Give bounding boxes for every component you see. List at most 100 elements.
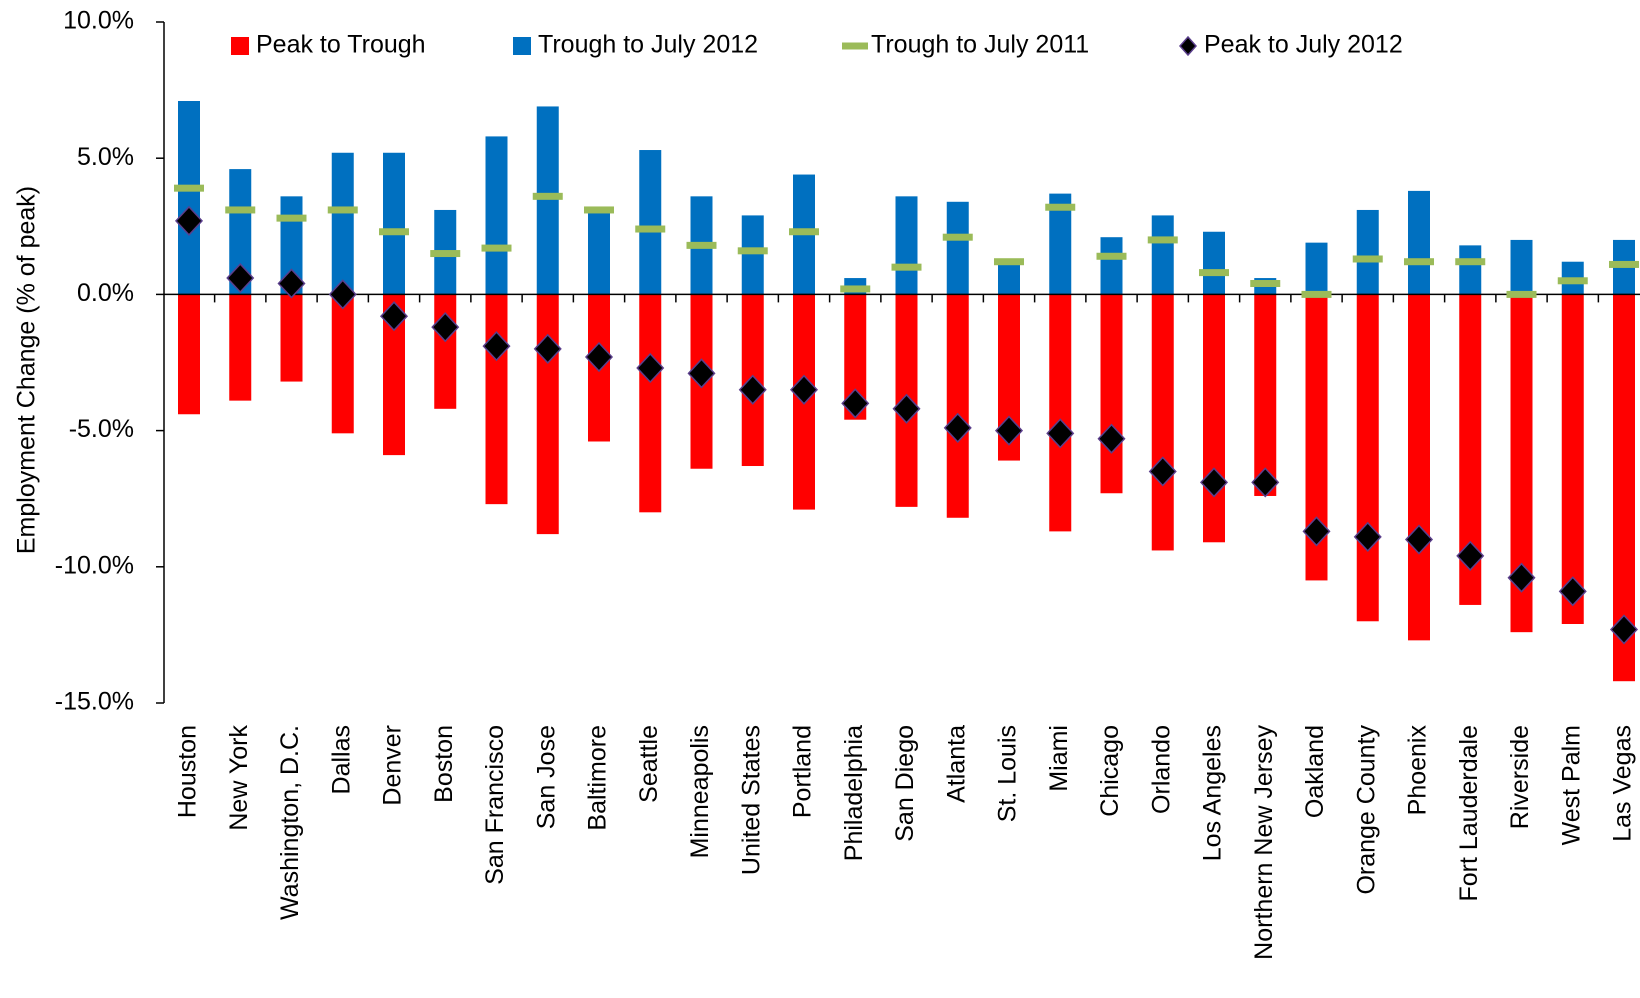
diamond-marker — [841, 388, 870, 419]
y-tick-label: -15.0% — [55, 688, 134, 716]
y-tick-label: 10.0% — [63, 7, 134, 35]
x-tick-label: Las Vegas — [1609, 725, 1637, 842]
x-tick-label: St. Louis — [994, 725, 1022, 822]
dash-marker — [1301, 290, 1332, 298]
diamond-marker — [1302, 516, 1331, 547]
bar — [1408, 294, 1430, 641]
dash-marker — [840, 285, 871, 293]
legend-label: Trough to July 2011 — [871, 31, 1089, 59]
dash-marker — [737, 247, 768, 255]
x-tick-label: Chicago — [1096, 725, 1124, 817]
x-tick-label: Washington, D.C. — [276, 725, 304, 920]
bar — [331, 152, 354, 295]
dash-marker — [584, 206, 614, 214]
diamond-marker — [1046, 418, 1075, 449]
diamond-marker — [482, 331, 511, 362]
dash-marker — [891, 263, 922, 271]
y-axis-label: Employment Change (% of peak) — [13, 186, 41, 554]
dash-marker — [1147, 236, 1178, 244]
diamond-marker — [1507, 562, 1536, 593]
bar — [1254, 294, 1277, 496]
diamond-marker — [636, 352, 665, 384]
diamond-marker — [1199, 467, 1229, 498]
bar — [1049, 294, 1072, 532]
x-tick-label: Dallas — [327, 725, 355, 794]
bar — [1305, 294, 1328, 581]
bar — [946, 201, 969, 295]
y-tick-label: -10.0% — [55, 551, 134, 579]
diamond-marker — [789, 374, 819, 405]
bar — [1203, 294, 1225, 543]
bar — [434, 294, 457, 409]
diamond-marker — [1148, 456, 1177, 487]
x-tick-label: Northern New Jersey — [1250, 725, 1278, 960]
legend-label: Peak to Trough — [256, 31, 426, 59]
dash-marker — [481, 244, 512, 252]
bar — [998, 261, 1020, 295]
x-tick-label: West Palm — [1557, 725, 1585, 845]
dash-marker — [635, 225, 666, 233]
x-tick-label: Oakland — [1301, 725, 1329, 818]
bar — [1356, 294, 1379, 622]
bar — [485, 294, 508, 505]
dash-marker — [1250, 280, 1281, 288]
x-tick-label: Houston — [174, 725, 202, 818]
diamond-marker — [533, 333, 562, 364]
x-tick-label: Portland — [789, 725, 817, 818]
diamond-marker — [994, 415, 1024, 446]
bar — [229, 169, 252, 295]
bar — [536, 106, 559, 295]
bar — [1100, 294, 1123, 494]
x-tick-label: Boston — [430, 725, 458, 803]
bar — [998, 294, 1020, 461]
dash-marker — [532, 192, 563, 200]
bar — [588, 207, 610, 295]
dash-marker — [327, 206, 358, 214]
y-tick-label: 5.0% — [77, 143, 134, 171]
dash-marker — [1404, 258, 1434, 266]
x-tick-label: Atlanta — [942, 725, 970, 803]
bar — [331, 294, 354, 434]
x-tick-label: San Francisco — [481, 725, 509, 885]
diamond-marker — [687, 358, 716, 389]
bar — [280, 294, 303, 382]
bar — [895, 196, 918, 295]
diamond-marker — [1404, 524, 1434, 555]
x-tick-label: Minneapolis — [686, 725, 714, 858]
bar — [485, 136, 508, 295]
legend-label: Trough to July 2012 — [538, 31, 758, 59]
x-tick-label: San Diego — [891, 725, 919, 842]
dash-marker — [942, 233, 973, 241]
legend-swatch — [842, 42, 868, 50]
y-tick-label: 0.0% — [77, 279, 134, 307]
bar — [1613, 294, 1635, 682]
dash-marker — [994, 258, 1024, 266]
diamond-marker — [226, 262, 255, 294]
diamond-marker — [1097, 423, 1126, 454]
bar — [229, 294, 252, 401]
x-tick-label: New York — [225, 725, 253, 831]
dash-marker — [225, 206, 256, 214]
x-tick-label: Seattle — [635, 725, 663, 803]
bar — [536, 294, 559, 535]
diamond-marker — [431, 311, 460, 343]
dash-marker — [1609, 260, 1639, 268]
diamond-marker — [1558, 576, 1587, 607]
diamond-marker — [584, 341, 614, 373]
legend-swatch — [231, 37, 249, 55]
dash-marker — [174, 184, 204, 192]
bar — [1459, 294, 1482, 605]
diamond-marker — [943, 412, 972, 443]
legend-swatch — [1178, 35, 1198, 57]
dash-marker — [1557, 277, 1588, 285]
bar — [1151, 294, 1174, 551]
x-tick-label: Phoenix — [1404, 725, 1432, 816]
bar — [1510, 294, 1533, 633]
dash-marker — [379, 228, 409, 236]
dash-marker — [430, 250, 461, 258]
x-tick-label: Riverside — [1506, 725, 1534, 829]
bar — [178, 294, 200, 415]
diamond-marker — [379, 301, 409, 332]
x-tick-label: Fort Lauderdale — [1455, 725, 1483, 902]
